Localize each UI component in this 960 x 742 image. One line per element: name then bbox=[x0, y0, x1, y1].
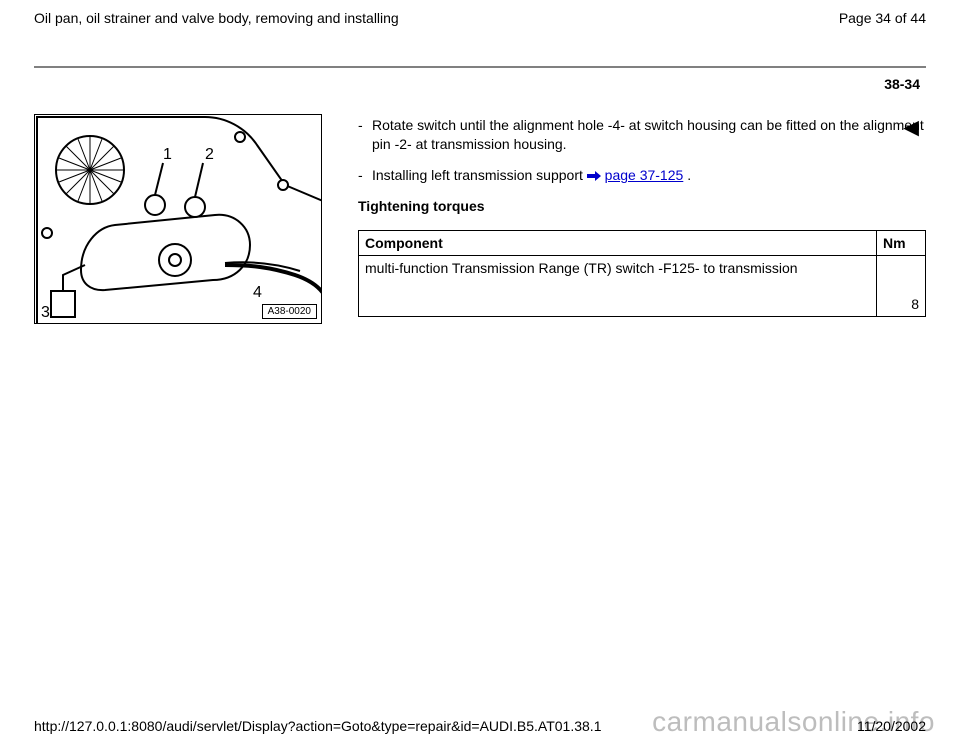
cell-component: multi-function Transmission Range (TR) s… bbox=[359, 255, 877, 316]
page-ref-link[interactable]: page 37-125 bbox=[605, 167, 684, 183]
instruction-text-pre: Installing left transmission support bbox=[372, 167, 587, 183]
text-column: ◄ - Rotate switch until the alignment ho… bbox=[358, 114, 926, 317]
fig-label-3: 3 bbox=[41, 304, 50, 321]
content-row: 1 2 3 4 A38-0020 ◄ - Rotate switch until… bbox=[34, 114, 926, 324]
pointer-icon: ◄ bbox=[898, 114, 926, 140]
dash-icon: - bbox=[358, 116, 372, 154]
table-row: multi-function Transmission Range (TR) s… bbox=[359, 255, 926, 316]
figure-tag: A38-0020 bbox=[262, 304, 317, 319]
page-footer: http://127.0.0.1:8080/audi/servlet/Displ… bbox=[0, 718, 960, 734]
cell-nm: 8 bbox=[877, 255, 926, 316]
page-number-top: Page 34 of 44 bbox=[839, 10, 926, 26]
fig-label-2: 2 bbox=[205, 146, 214, 163]
instruction-text: Installing left transmission support pag… bbox=[372, 166, 926, 186]
instruction-text-post: . bbox=[687, 167, 691, 183]
table-header-row: Component Nm bbox=[359, 230, 926, 255]
diagram-figure: 1 2 3 4 A38-0020 bbox=[34, 114, 322, 324]
doc-title: Oil pan, oil strainer and valve body, re… bbox=[34, 10, 399, 26]
footer-date: 11/20/2002 bbox=[857, 718, 926, 734]
fig-label-1: 1 bbox=[163, 146, 172, 163]
footer-url: http://127.0.0.1:8080/audi/servlet/Displ… bbox=[34, 718, 601, 734]
instruction-item: - Installing left transmission support p… bbox=[358, 166, 926, 186]
col-component: Component bbox=[359, 230, 877, 255]
torque-table: Component Nm multi-function Transmission… bbox=[358, 230, 926, 317]
link-arrow-icon bbox=[587, 167, 601, 186]
page-root: Oil pan, oil strainer and valve body, re… bbox=[0, 0, 960, 742]
instruction-item: - Rotate switch until the alignment hole… bbox=[358, 116, 926, 154]
col-nm: Nm bbox=[877, 230, 926, 255]
fig-label-4: 4 bbox=[253, 284, 262, 301]
page-header: Oil pan, oil strainer and valve body, re… bbox=[34, 10, 926, 66]
instruction-text: Rotate switch until the alignment hole -… bbox=[372, 116, 926, 154]
dash-icon: - bbox=[358, 166, 372, 186]
torque-heading: Tightening torques bbox=[358, 198, 926, 214]
section-number: 38-34 bbox=[34, 68, 926, 92]
diagram-svg: 1 2 3 4 bbox=[35, 115, 322, 324]
instruction-list: - Rotate switch until the alignment hole… bbox=[358, 116, 926, 186]
